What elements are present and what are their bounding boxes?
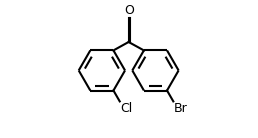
Text: Br: Br [174,102,188,115]
Text: O: O [124,4,134,17]
Text: Cl: Cl [120,102,133,115]
